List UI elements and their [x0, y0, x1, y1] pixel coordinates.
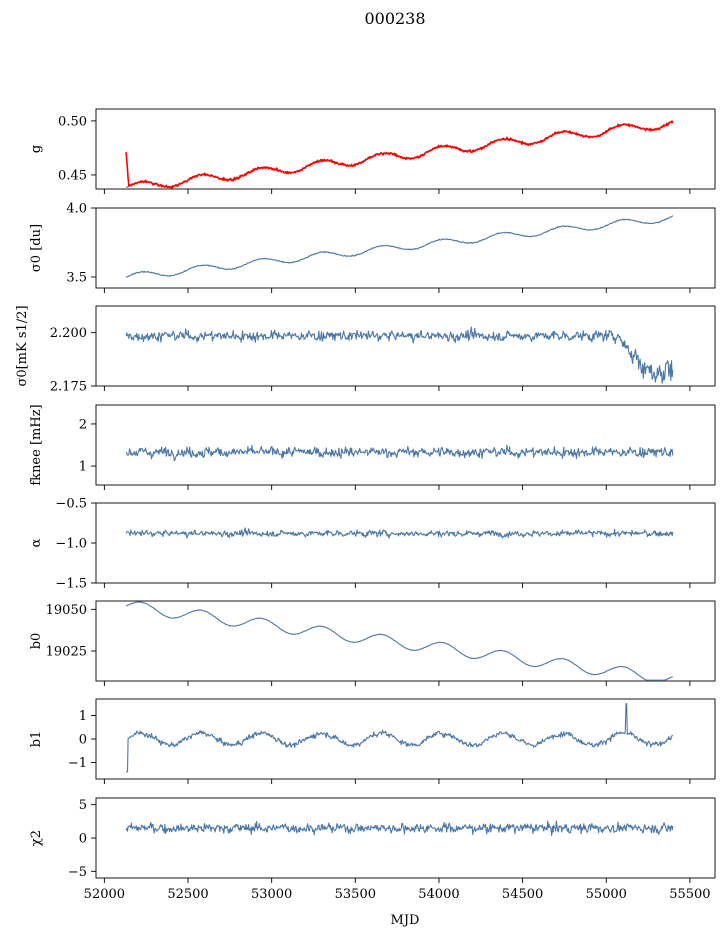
- x-tick-label: 54000: [418, 887, 459, 902]
- y-tick-label: 1: [79, 460, 87, 475]
- series-line: [125, 215, 674, 278]
- x-tick-label: 52500: [167, 887, 208, 902]
- axes-frame: [95, 305, 716, 387]
- y-axis-label: σ0[mK s1/2]: [15, 305, 30, 386]
- axes-frame: [95, 698, 716, 780]
- y-tick-label: −1.0: [55, 537, 87, 552]
- y-axis-label: χ2: [29, 830, 44, 846]
- axes-frame: [95, 108, 716, 190]
- series-line: [126, 703, 674, 773]
- panel-5: −1.5 −1.0 −0.5 α: [29, 497, 716, 592]
- panel-1: 0.45 0.50 g: [29, 108, 716, 194]
- y-axis-label: fknee [mHz]: [29, 404, 44, 485]
- y-axis-label: b0: [29, 633, 44, 650]
- axes-frame: [95, 797, 716, 879]
- x-tick-label: 52000: [84, 887, 125, 902]
- panel-2: 3.5 4.0 σ0 [du]: [29, 202, 716, 293]
- axes-frame: [95, 404, 716, 486]
- y-axis-label: σ0 [du]: [29, 224, 44, 272]
- y-axis-label: b1: [29, 731, 44, 748]
- axes-frame: [95, 502, 716, 584]
- axes-frame: [95, 600, 716, 682]
- y-tick-label: 2.175: [50, 380, 87, 395]
- series-line: [125, 444, 674, 462]
- y-tick-label: 0: [79, 832, 87, 847]
- x-tick-label: 54500: [502, 887, 543, 902]
- y-tick-label: 2.200: [50, 326, 87, 341]
- figure-title: 000238: [364, 9, 425, 28]
- y-tick-label: 4.0: [66, 202, 87, 217]
- y-tick-label: 19025: [46, 645, 87, 660]
- panel-3: 2.175 2.200 σ0[mK s1/2]: [15, 305, 716, 395]
- y-tick-label: 5: [79, 798, 87, 813]
- y-tick-label: −5: [68, 865, 87, 880]
- overlay-series-line: [125, 120, 674, 189]
- series-line: [125, 601, 673, 681]
- x-tick-label: 55500: [669, 887, 710, 902]
- y-tick-label: −0.5: [55, 497, 87, 512]
- panel-7: −1 0 1 b1: [29, 698, 716, 784]
- y-axis-label: α: [29, 538, 44, 547]
- x-tick-label: 53500: [335, 887, 376, 902]
- series-line: [125, 326, 674, 384]
- series-line: [125, 527, 674, 539]
- y-tick-label: 0: [79, 733, 87, 748]
- y-tick-label: 0.50: [58, 114, 87, 129]
- panel-8: 52000 52500 53000 53500 54000 54500 55000 55500…: [29, 797, 716, 902]
- y-tick-label: 3.5: [66, 270, 87, 285]
- y-axis-label: g: [29, 145, 44, 153]
- x-tick-label: 53000: [251, 887, 292, 902]
- series-line: [125, 120, 674, 189]
- y-tick-label: 1: [79, 709, 87, 724]
- y-tick-label: 2: [79, 417, 87, 432]
- y-tick-label: −1.5: [55, 577, 87, 592]
- y-tick-label: 0.45: [58, 168, 87, 183]
- panel-4: 1 2 fknee [mHz]: [29, 404, 716, 490]
- x-axis-label: MJD: [391, 913, 420, 928]
- series-line: [125, 820, 674, 836]
- x-tick-label: 55000: [586, 887, 627, 902]
- y-tick-label: −1: [68, 756, 87, 771]
- panels: 0.45 0.50 g 3.5 4.0 σ0 [du] 2.175 2.200 σ0[mK s1…: [15, 108, 716, 902]
- y-tick-label: 19050: [46, 603, 87, 618]
- axes-frame: [95, 207, 716, 289]
